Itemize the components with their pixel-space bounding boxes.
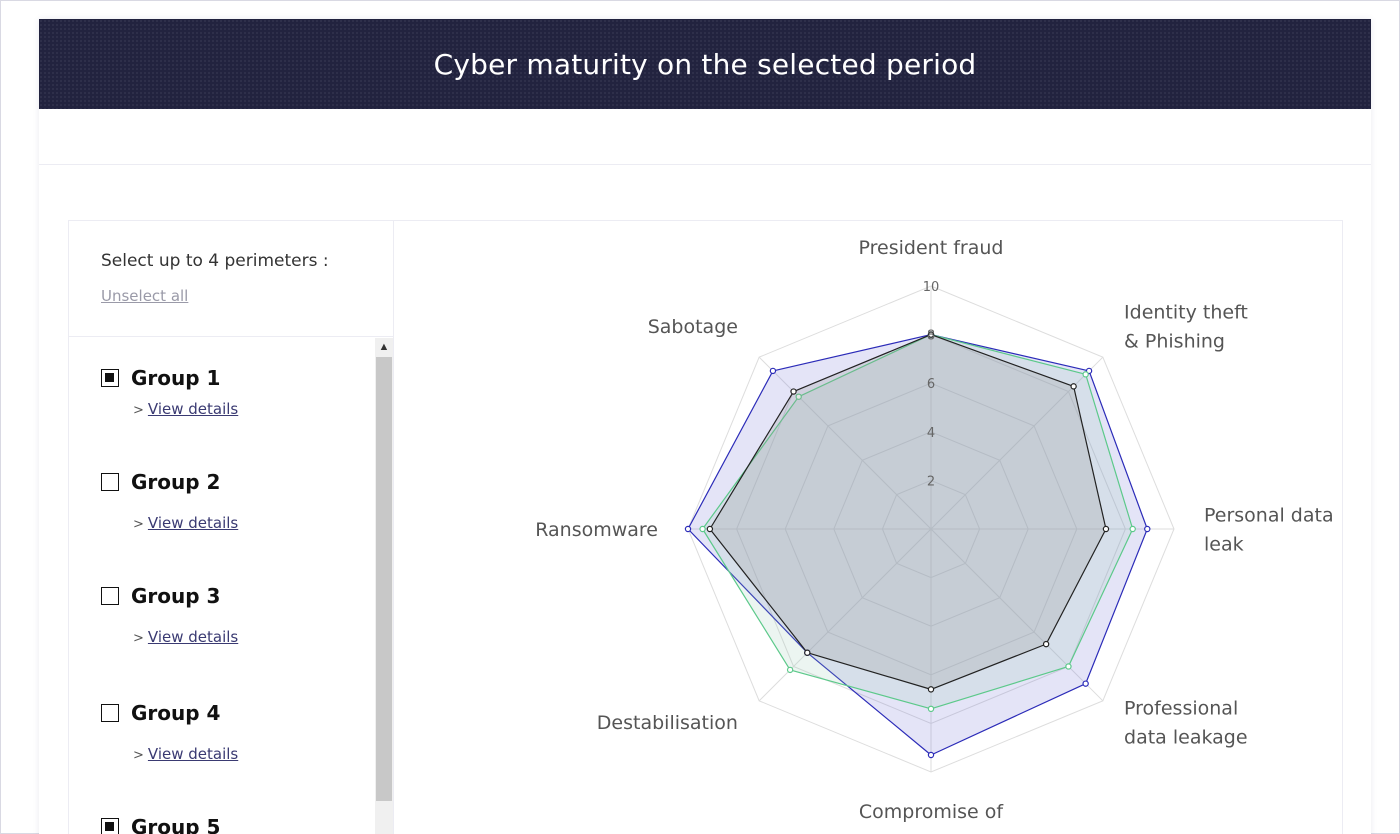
chevron-right-icon: > (133, 748, 144, 763)
radar-tick-label: 10 (923, 280, 940, 295)
group-4-checkbox[interactable] (101, 704, 119, 722)
group-3-name: Group 3 (131, 584, 221, 608)
radar-series-3-point (804, 649, 811, 656)
radar-axis-label-line: accesses (888, 830, 974, 834)
radar-spoke (930, 528, 1104, 702)
radar-axis-label: Sabotage (648, 316, 738, 338)
list-item: Group 4 > View details (101, 701, 361, 763)
chart-card: Select up to 4 perimeters : Unselect all… (68, 220, 1343, 834)
group-3-toggle[interactable]: Group 3 (101, 584, 361, 608)
radar-axis-label-line: Identity theft (1124, 301, 1248, 323)
radar-series-3-point (927, 331, 935, 338)
radar-series-3-point (790, 388, 797, 395)
list-item: Group 5 (101, 815, 361, 834)
radar-series-2-point (927, 705, 935, 713)
radar-axis-label-line: Sabotage (648, 316, 738, 338)
scroll-up-arrow-icon[interactable]: ▲ (378, 341, 390, 353)
group-5-toggle[interactable]: Group 5 (101, 815, 361, 834)
radar-axis-label: Identity theft & Phishing (1124, 301, 1248, 352)
radar-series-1-point (769, 367, 777, 375)
group-4-toggle[interactable]: Group 4 (101, 701, 361, 725)
group-5-checkbox[interactable] (101, 818, 119, 834)
radar-series-1-point (927, 751, 935, 759)
group-1-checkbox[interactable] (101, 369, 119, 387)
radar-axis-label-line: data leakage (1124, 727, 1248, 749)
radar-series-2-point (1082, 371, 1089, 378)
group-2-details: > View details (133, 514, 361, 532)
radar-series-2-point (699, 525, 706, 533)
group-list-scrollbar[interactable]: ▲ (375, 338, 393, 834)
radar-axis-label-line: & Phishing (1124, 330, 1225, 352)
list-item: Group 2 > View details (101, 470, 361, 532)
radar-axis-label: Professional data leakage (1124, 698, 1248, 749)
group-2-toggle[interactable]: Group 2 (101, 470, 361, 494)
group-4-details: > View details (133, 745, 361, 763)
unselect-all-link[interactable]: Unselect all (101, 287, 189, 305)
group-list: Group 1 > View details Group 2 > View deta… (69, 338, 394, 834)
scrollbar-thumb[interactable] (376, 357, 392, 801)
radar-series-3-point (1102, 525, 1110, 533)
chevron-right-icon: > (133, 517, 144, 532)
radar-series-2-point (795, 393, 802, 400)
radar-series-1-point (684, 525, 692, 533)
radar-series-1-point (1144, 525, 1151, 533)
radar-series-2-point (1129, 525, 1136, 533)
radar-tick-label: 8 (927, 329, 935, 344)
group-2-name: Group 2 (131, 470, 221, 494)
radar-series-3-point (1042, 640, 1050, 648)
radar-spoke (758, 528, 932, 702)
radar-chart-area: 2 4 6 8 10 President fraud Identity theft & Phi… (395, 221, 1343, 834)
radar-axis-label: Personal data leak (1204, 505, 1334, 556)
group-2-checkbox[interactable] (101, 473, 119, 491)
perimeter-panel: Select up to 4 perimeters : Unselect all… (69, 221, 394, 834)
group-1-name: Group 1 (131, 366, 221, 390)
page-title: Cyber maturity on the selected period (433, 47, 977, 81)
group-1-view-details-link[interactable]: View details (147, 400, 239, 418)
card-header: Cyber maturity on the selected period (39, 19, 1371, 109)
radar-tick-label: 4 (927, 426, 935, 441)
group-3-view-details-link[interactable]: View details (147, 628, 239, 646)
group-4-name: Group 4 (131, 701, 221, 725)
radar-series-2-point (1065, 663, 1072, 670)
list-item: Group 3 > View details (101, 584, 361, 646)
radar-series-3-point (706, 525, 714, 533)
radar-axis-label: President fraud (859, 237, 1004, 259)
group-4-view-details-link[interactable]: View details (147, 745, 239, 763)
group-3-checkbox[interactable] (101, 587, 119, 605)
group-1-details: > View details (133, 400, 361, 418)
radar-axis-label-line: Professional (1124, 698, 1238, 720)
group-3-details: > View details (133, 628, 361, 646)
group-1-toggle[interactable]: Group 1 (101, 366, 361, 390)
radar-tick-label: 6 (927, 377, 935, 392)
radar-series-2-point (786, 666, 794, 674)
radar-series-3-point (927, 686, 935, 693)
radar-axis-label: Destabilisation (597, 712, 738, 734)
radar-axis-label-line: Personal data (1204, 505, 1334, 527)
radar-axis-label-line: leak (1204, 534, 1244, 556)
group-2-view-details-link[interactable]: View details (147, 514, 239, 532)
radar-series-3-point (1070, 383, 1077, 390)
radar-tick-label: 2 (927, 474, 935, 489)
radar-spoke (758, 356, 932, 530)
card-subbar (39, 109, 1371, 165)
group-5-name: Group 5 (131, 815, 221, 834)
radar-axis-label-line: President fraud (859, 237, 1004, 259)
radar-axis-label-line: Ransomware (535, 519, 658, 541)
radar-series-1-point (1082, 680, 1089, 687)
select-perimeters-label: Select up to 4 perimeters : (101, 251, 329, 271)
radar-axis-label: Compromise of accesses (859, 801, 1005, 834)
list-item: Group 1 > View details (101, 366, 361, 418)
radar-axis-label-line: Compromise of (859, 801, 1005, 823)
perimeter-panel-header: Select up to 4 perimeters : Unselect all (69, 221, 394, 337)
radar-chart: 2 4 6 8 10 President fraud Identity theft & Phi… (535, 237, 1334, 834)
chevron-right-icon: > (133, 631, 144, 646)
radar-axis-label-line: Destabilisation (597, 712, 738, 734)
chevron-right-icon: > (133, 403, 144, 418)
radar-axis-label: Ransomware (535, 519, 658, 541)
